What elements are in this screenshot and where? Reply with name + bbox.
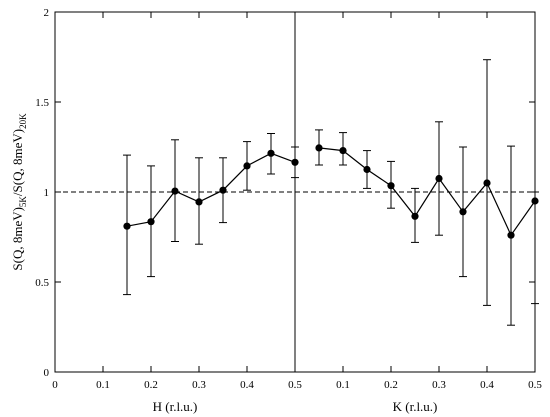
x-tick-label: 0.4 — [240, 379, 254, 391]
y-tick-label: 1 — [44, 187, 50, 199]
y-tick-label: 1.5 — [35, 97, 49, 109]
data-point — [267, 149, 275, 157]
data-point — [411, 212, 419, 220]
data-point — [339, 147, 347, 155]
y-axis-title-sub2: 20K — [18, 113, 28, 129]
data-point — [243, 162, 251, 170]
y-axis-title: S(Q, 8meV)5K/S(Q, 8meV)20K — [10, 113, 28, 271]
x-axis-title-h: H (r.l.u.) — [153, 399, 198, 414]
data-point — [507, 231, 515, 239]
y-axis-title-sub1: 5K — [18, 196, 28, 208]
x-tick-label: 0.1 — [336, 379, 350, 391]
data-point — [195, 198, 203, 206]
data-point — [171, 187, 179, 195]
plot-layer — [55, 59, 539, 326]
data-point — [315, 144, 323, 152]
data-point — [459, 208, 467, 216]
data-point — [219, 186, 227, 194]
x-tick-label: 0.2 — [144, 379, 158, 391]
y-axis-title-main: S(Q, 8meV) — [10, 207, 25, 271]
x-tick-label: 0.5 — [528, 379, 542, 391]
series-line-h — [126, 152, 296, 227]
x-tick-label: 0.4 — [480, 379, 494, 391]
data-point — [531, 197, 539, 205]
x-tick-label: 0.3 — [192, 379, 206, 391]
x-tick-label: 0.5 — [288, 379, 302, 391]
y-axis-title-mid: /S(Q, 8meV) — [10, 129, 25, 196]
y-tick-label: 0.5 — [35, 277, 49, 289]
data-point — [363, 165, 371, 174]
data-point — [435, 174, 443, 183]
data-point — [291, 158, 299, 166]
x-tick-label: 0 — [52, 379, 58, 391]
data-point — [483, 179, 491, 187]
y-tick-label: 2 — [44, 7, 50, 19]
data-point — [387, 182, 395, 190]
x-tick-label: 0.1 — [96, 379, 110, 391]
tick-layer: 0 0.5 1 1.5 2 0 0.1 0.2 0.3 0.4 0.5 0.1 0.2 0.3 0.4 0.5 — [35, 7, 542, 391]
x-tick-label: 0.2 — [384, 379, 398, 391]
x-tick-label: 0.3 — [432, 379, 446, 391]
x-axis-title-k: K (r.l.u.) — [393, 399, 438, 414]
data-point — [147, 218, 155, 226]
data-point — [123, 222, 131, 230]
series-line-k — [318, 147, 536, 237]
y-tick-label: 0 — [44, 367, 50, 379]
